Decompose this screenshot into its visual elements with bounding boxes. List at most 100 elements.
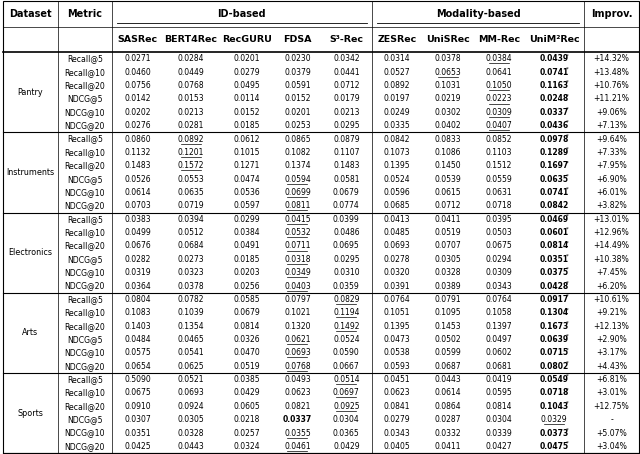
Text: 0.0142: 0.0142	[124, 94, 150, 104]
Text: 0.0342: 0.0342	[333, 54, 360, 64]
Text: 0.0256: 0.0256	[234, 281, 260, 291]
Text: 0.0202: 0.0202	[124, 108, 150, 117]
Text: Recall@5: Recall@5	[67, 215, 103, 224]
Text: 0.1201: 0.1201	[178, 148, 204, 157]
Text: 0.0684: 0.0684	[178, 242, 204, 251]
Text: 0.0764: 0.0764	[485, 295, 512, 304]
Text: SASRec: SASRec	[117, 35, 157, 44]
Text: 0.0693: 0.0693	[384, 242, 410, 251]
Text: 0.0676: 0.0676	[124, 242, 151, 251]
Text: Pantry: Pantry	[17, 88, 44, 97]
Text: 0.0519: 0.0519	[234, 362, 260, 371]
Text: Recall@10: Recall@10	[65, 389, 105, 397]
Text: Recall@20: Recall@20	[65, 161, 105, 170]
Text: Modality-based: Modality-based	[436, 9, 520, 19]
Text: 0.0486: 0.0486	[333, 228, 360, 237]
Text: 0.0524: 0.0524	[384, 175, 410, 184]
Text: 0.1395: 0.1395	[384, 161, 410, 170]
Text: 0.1492: 0.1492	[333, 321, 360, 331]
Text: 0.0639: 0.0639	[540, 335, 569, 344]
Text: *: *	[566, 173, 568, 178]
Text: 0.0323: 0.0323	[178, 268, 204, 277]
Text: 0.0575: 0.0575	[124, 348, 151, 357]
Text: 0.0978: 0.0978	[540, 134, 569, 143]
Text: Improv.: Improv.	[591, 9, 632, 19]
Text: Recall@5: Recall@5	[67, 295, 103, 304]
Text: 0.0305: 0.0305	[435, 255, 461, 264]
Text: 0.0439: 0.0439	[540, 54, 569, 64]
Text: *: *	[566, 360, 568, 365]
Text: *: *	[566, 187, 568, 192]
Text: 0.0842: 0.0842	[540, 202, 569, 210]
Text: 0.0309: 0.0309	[485, 268, 512, 277]
Text: UniSRec: UniSRec	[426, 35, 470, 44]
Text: 0.0475: 0.0475	[540, 442, 569, 451]
Text: 0.0474: 0.0474	[233, 175, 260, 184]
Text: 0.0419: 0.0419	[485, 375, 512, 384]
Text: *: *	[566, 133, 568, 138]
Text: *: *	[566, 53, 568, 58]
Text: 0.1082: 0.1082	[284, 148, 310, 157]
Text: 0.0681: 0.0681	[486, 362, 512, 371]
Text: 0.0470: 0.0470	[233, 348, 260, 357]
Text: 0.0379: 0.0379	[284, 68, 311, 77]
Text: 0.0821: 0.0821	[284, 402, 310, 411]
Text: 0.0428: 0.0428	[540, 281, 569, 291]
Text: NDCG@5: NDCG@5	[67, 415, 102, 424]
Text: NDCG@10: NDCG@10	[65, 348, 105, 357]
Text: 0.0314: 0.0314	[384, 54, 410, 64]
Text: 0.0201: 0.0201	[234, 54, 260, 64]
Text: 0.1271: 0.1271	[234, 161, 260, 170]
Text: 0.0615: 0.0615	[435, 188, 461, 197]
Text: 0.1073: 0.1073	[384, 148, 410, 157]
Text: 0.0601: 0.0601	[540, 228, 569, 237]
Text: *: *	[566, 441, 568, 446]
Text: 0.0436: 0.0436	[540, 121, 569, 130]
Text: Recall@5: Recall@5	[67, 134, 103, 143]
Text: +4.43%: +4.43%	[596, 362, 627, 371]
Text: 0.0621: 0.0621	[284, 335, 310, 344]
Text: Metric: Metric	[67, 9, 102, 19]
Text: 0.0324: 0.0324	[234, 442, 260, 451]
Text: 0.1095: 0.1095	[435, 308, 461, 317]
Text: 0.0373: 0.0373	[540, 429, 569, 438]
Text: 0.0335: 0.0335	[384, 121, 410, 130]
Text: 0.1043: 0.1043	[540, 402, 569, 411]
Text: 0.0339: 0.0339	[485, 429, 512, 438]
Text: 0.0273: 0.0273	[178, 255, 204, 264]
Text: 0.0741: 0.0741	[540, 188, 569, 197]
Text: 0.0332: 0.0332	[435, 429, 461, 438]
Text: NDCG@20: NDCG@20	[65, 281, 105, 291]
Text: 0.0384: 0.0384	[234, 228, 260, 237]
Text: Recall@20: Recall@20	[65, 81, 105, 90]
Text: 0.0284: 0.0284	[178, 54, 204, 64]
Text: 0.0402: 0.0402	[435, 121, 461, 130]
Text: 0.0797: 0.0797	[284, 295, 311, 304]
Text: 0.0491: 0.0491	[234, 242, 260, 251]
Text: 0.0695: 0.0695	[333, 242, 360, 251]
Text: 0.0892: 0.0892	[178, 134, 204, 143]
Text: 0.0461: 0.0461	[284, 442, 310, 451]
Text: +6.01%: +6.01%	[596, 188, 627, 197]
Text: 0.0365: 0.0365	[333, 429, 360, 438]
Text: *: *	[566, 400, 568, 405]
Text: 0.0310: 0.0310	[333, 268, 360, 277]
Text: +10.61%: +10.61%	[593, 295, 630, 304]
Text: 0.1354: 0.1354	[178, 321, 204, 331]
Text: +10.76%: +10.76%	[594, 81, 629, 90]
Text: 0.0879: 0.0879	[333, 134, 360, 143]
Text: 0.1083: 0.1083	[124, 308, 150, 317]
Text: 0.0910: 0.0910	[124, 402, 151, 411]
Text: 0.0774: 0.0774	[333, 202, 360, 210]
Text: 0.0179: 0.0179	[333, 94, 360, 104]
Text: 0.0319: 0.0319	[124, 268, 151, 277]
Text: Recall@5: Recall@5	[67, 54, 103, 64]
Text: 0.0718: 0.0718	[540, 389, 569, 397]
Text: +12.13%: +12.13%	[593, 321, 630, 331]
Text: 0.0389: 0.0389	[435, 281, 461, 291]
Text: 0.0768: 0.0768	[284, 362, 310, 371]
Text: +9.64%: +9.64%	[596, 134, 627, 143]
Text: *: *	[566, 147, 568, 152]
Text: 0.1395: 0.1395	[384, 321, 410, 331]
Text: 0.0585: 0.0585	[234, 295, 260, 304]
